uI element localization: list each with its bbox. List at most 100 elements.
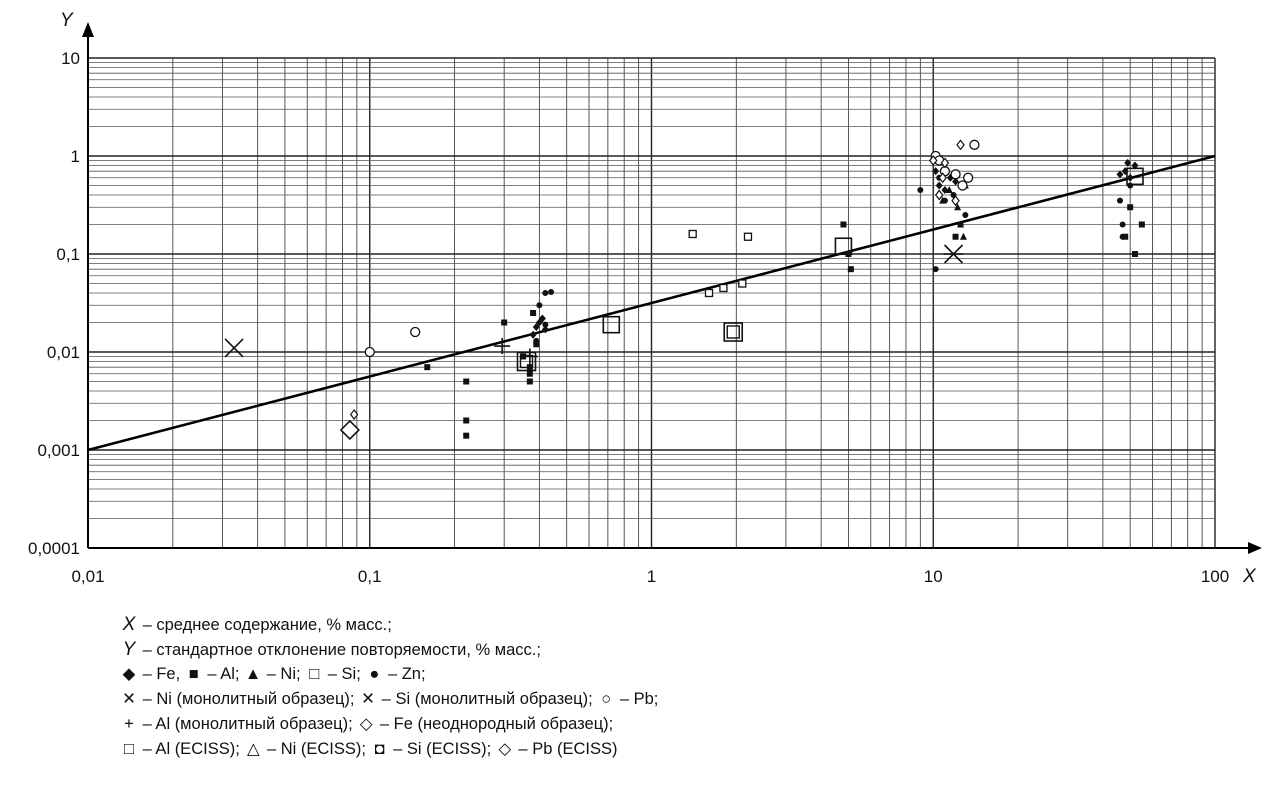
data-point xyxy=(941,197,948,204)
data-point xyxy=(1126,167,1144,186)
legend-symbol: ■ xyxy=(188,665,199,683)
trend-line xyxy=(87,154,1216,452)
data-point xyxy=(847,266,854,273)
y-axis-label: Y xyxy=(60,10,74,31)
legend-symbol: ▲ xyxy=(244,665,262,683)
marker-shape xyxy=(704,288,714,298)
marker-shape xyxy=(602,315,621,334)
marker-shape xyxy=(548,288,555,295)
marker-shape xyxy=(541,325,549,334)
data-point xyxy=(917,186,924,193)
legend-text: – Al (ECISS); xyxy=(138,740,245,758)
data-point xyxy=(956,139,965,151)
marker-shape xyxy=(349,409,359,421)
marker-shape xyxy=(719,283,728,293)
y-tick-label: 1 xyxy=(71,147,80,166)
marker-shape xyxy=(526,370,533,377)
data-point xyxy=(928,155,938,166)
data-point xyxy=(349,409,359,421)
y-tick-label: 10 xyxy=(61,49,80,68)
data-point xyxy=(538,314,546,323)
x-tick-label: 0,1 xyxy=(358,567,382,586)
data-point xyxy=(224,338,244,358)
data-point xyxy=(962,172,974,183)
y-axis-arrow xyxy=(82,22,94,37)
marker-shape xyxy=(530,310,537,317)
marker-shape xyxy=(1116,170,1124,179)
marker-shape xyxy=(834,237,853,256)
data-point xyxy=(743,232,753,241)
data-point xyxy=(463,417,470,424)
legend-symbol: ◇ xyxy=(359,715,373,733)
marker-shape xyxy=(532,322,540,331)
data-point xyxy=(952,233,959,240)
legend-text: – Si (ECISS); xyxy=(388,740,496,758)
legend-line: X – среднее содержание, % масс.; xyxy=(120,612,1220,637)
marker-shape xyxy=(1126,167,1144,186)
legend-symbol: ● xyxy=(369,665,380,683)
marker-shape xyxy=(957,221,964,228)
marker-shape xyxy=(1116,197,1123,204)
data-point xyxy=(548,288,555,295)
marker-shape xyxy=(1119,233,1126,240)
legend-text: – Fe (неоднородный образец); xyxy=(375,715,614,733)
data-point xyxy=(957,221,964,228)
marker-shape xyxy=(956,139,965,151)
marker-shape xyxy=(940,157,950,169)
data-point xyxy=(934,189,944,201)
marker-shape xyxy=(938,172,947,184)
marker-shape xyxy=(1131,161,1139,170)
trend-line-group xyxy=(87,154,1216,452)
marker-shape xyxy=(723,322,744,342)
marker-shape xyxy=(542,321,549,328)
marker-shape xyxy=(1126,173,1134,182)
legend-text: – среднее содержание, % масс.; xyxy=(138,616,392,634)
legend-symbol: △ xyxy=(247,740,260,758)
marker-shape xyxy=(1131,251,1138,257)
x-axis-label: X xyxy=(1242,566,1257,587)
data-point xyxy=(532,322,540,331)
marker-shape xyxy=(526,378,533,385)
data-point xyxy=(1126,173,1134,182)
marker-shape xyxy=(935,181,943,190)
data-point xyxy=(516,351,537,372)
y-tick-label: 0,0001 xyxy=(28,539,80,558)
legend-text: – стандартное отклонение повторяемости, … xyxy=(138,641,541,659)
marker-shape xyxy=(538,314,546,323)
legend-text: – Pb; xyxy=(615,690,659,708)
marker-shape xyxy=(743,232,753,241)
data-point xyxy=(719,283,728,293)
legend-symbol: □ xyxy=(309,665,320,683)
legend-symbol: X xyxy=(122,614,136,635)
marker-shape xyxy=(945,185,953,193)
data-point xyxy=(410,326,421,338)
data-point xyxy=(1131,251,1138,257)
data-point xyxy=(339,419,360,441)
data-point xyxy=(1116,170,1124,179)
legend-symbol: Y xyxy=(122,639,136,660)
marker-shape xyxy=(688,229,697,239)
legend-symbol: ✕ xyxy=(122,690,136,708)
marker-shape xyxy=(959,232,967,240)
legend-text: – Ni; xyxy=(262,665,306,683)
data-point xyxy=(602,315,621,334)
marker-shape xyxy=(952,233,959,240)
y-tick-label: 0,001 xyxy=(37,441,80,460)
data-point xyxy=(526,378,533,385)
legend-symbol: □ xyxy=(124,740,134,758)
data-point xyxy=(1131,161,1139,170)
data-point xyxy=(542,289,549,296)
data-point xyxy=(1138,221,1145,228)
marker-shape xyxy=(339,419,360,441)
marker-shape xyxy=(738,279,747,288)
data-point xyxy=(932,167,940,176)
marker-shape xyxy=(410,326,421,338)
marker-shape xyxy=(1119,221,1126,228)
data-point xyxy=(959,232,967,240)
marker-shape xyxy=(932,167,940,176)
marker-shape xyxy=(494,338,511,355)
marker-shape xyxy=(954,203,962,211)
marker-shape xyxy=(501,319,508,326)
data-point xyxy=(962,212,969,219)
data-point xyxy=(501,319,508,326)
